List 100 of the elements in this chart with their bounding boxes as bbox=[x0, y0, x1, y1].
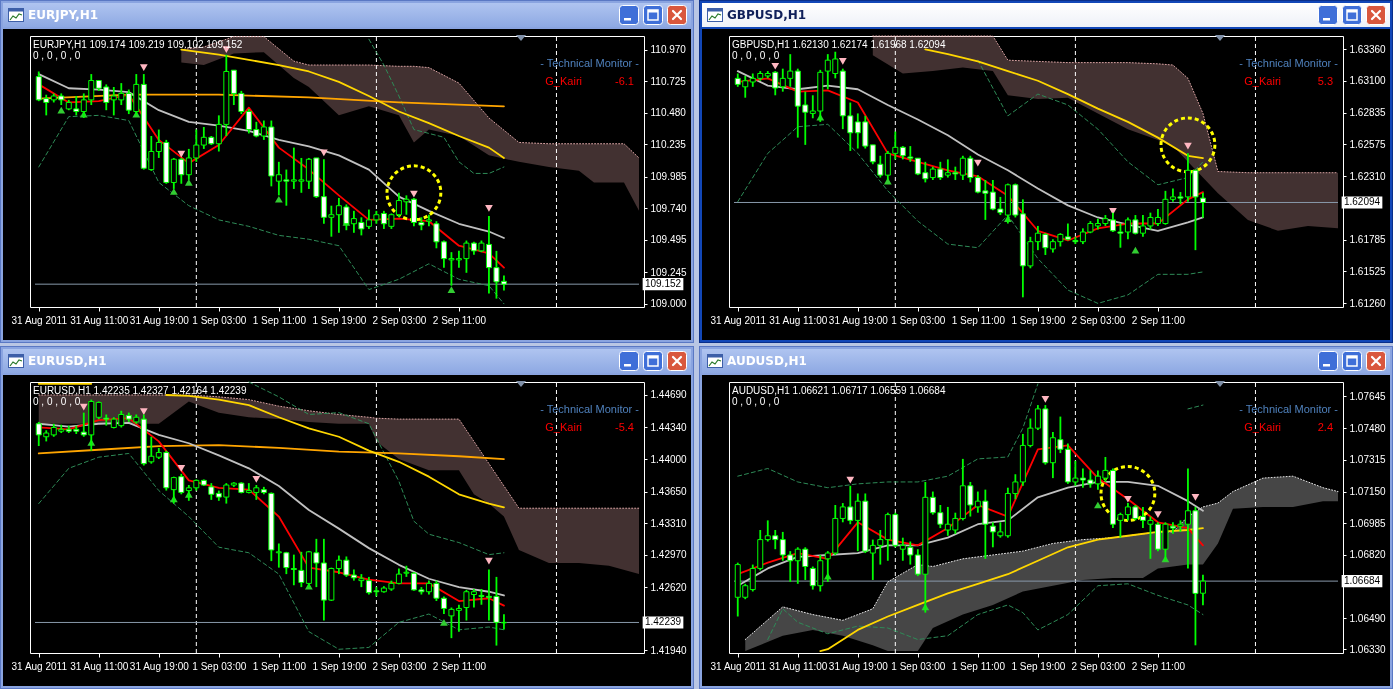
annotation: - Technical Monitor - bbox=[1239, 57, 1339, 69]
x-tick-label: 31 Aug 19:00 bbox=[129, 660, 190, 672]
point bbox=[846, 476, 855, 484]
x-tick-label: 31 Aug 19:00 bbox=[828, 314, 889, 326]
y-tick-label: 1.07645 bbox=[1349, 390, 1387, 402]
point bbox=[57, 106, 66, 114]
point bbox=[320, 149, 328, 157]
line-series bbox=[37, 73, 505, 239]
annotation: AUDUSD,H1 1.06621 1.06717 1.06559 1.06684 bbox=[732, 385, 946, 396]
x-tick-label: 1 Sep 03:00 bbox=[891, 314, 946, 326]
point bbox=[883, 177, 892, 185]
annotation: EURJPY,H1 109.174 109.219 109.102 109.152 bbox=[33, 39, 243, 50]
candlestick bbox=[290, 553, 297, 587]
y-tick-label: 1.07315 bbox=[1349, 454, 1387, 466]
x-tick-label: 1 Sep 11:00 bbox=[252, 314, 307, 326]
x-tick-label: 31 Aug 11:00 bbox=[70, 314, 129, 326]
point bbox=[79, 403, 88, 411]
y-tick-label: 1.42970 bbox=[650, 549, 688, 561]
y-tick-label: 109.985 bbox=[650, 171, 688, 183]
y-tick-label: 1.41940 bbox=[650, 644, 688, 656]
y-tick-label: 109.245 bbox=[650, 266, 688, 278]
y-tick-label: 1.06330 bbox=[1349, 643, 1387, 655]
annotation: EURUSD,H1 1.42235 1.42327 1.42164 1.42239 bbox=[33, 385, 247, 396]
y-tick-label: 110.480 bbox=[650, 107, 687, 119]
candlestick bbox=[869, 143, 876, 166]
candlestick bbox=[907, 145, 914, 163]
y-tick-label: 1.44000 bbox=[650, 453, 688, 465]
line-series bbox=[819, 527, 1204, 652]
y-tick-label: 1.07480 bbox=[1349, 422, 1387, 434]
x-tick-label: 31 Aug 2011 bbox=[710, 660, 767, 672]
x-tick-label: 1 Sep 11:00 bbox=[951, 660, 1006, 672]
x-tick-label: 2 Sep 03:00 bbox=[1071, 660, 1126, 672]
point bbox=[1041, 395, 1050, 403]
y-tick-label: 1.63100 bbox=[1349, 75, 1387, 87]
point bbox=[973, 159, 982, 167]
y-tick-label: 1.06490 bbox=[1349, 612, 1387, 624]
y-tick-label: 1.62835 bbox=[1349, 107, 1387, 119]
point bbox=[485, 204, 493, 212]
annotation: 0 , 0 , 0 , 0 bbox=[732, 50, 780, 61]
annotation: G_Kairi bbox=[1244, 421, 1281, 433]
point bbox=[440, 619, 448, 626]
ref-line-label: 109.152 bbox=[644, 278, 682, 290]
line-series bbox=[248, 381, 505, 556]
candlestick bbox=[103, 413, 110, 427]
y-tick-label: 109.000 bbox=[650, 298, 688, 310]
chart-title: GBPUSD,H1 bbox=[727, 8, 807, 22]
point bbox=[139, 64, 148, 71]
annotation: 2.4 bbox=[1317, 421, 1333, 433]
x-tick-label: 2 Sep 11:00 bbox=[1131, 314, 1186, 326]
ref-line-label: 1.62094 bbox=[1343, 196, 1381, 208]
y-tick-label: 1.44690 bbox=[650, 389, 688, 401]
annotation: 0 , 0 , 0 , 0 bbox=[33, 396, 81, 407]
line-series bbox=[737, 123, 1204, 304]
x-tick-label: 31 Aug 19:00 bbox=[129, 314, 190, 326]
x-tick-label: 31 Aug 2011 bbox=[11, 314, 68, 326]
y-tick-label: 1.43310 bbox=[650, 517, 688, 529]
point bbox=[1109, 208, 1117, 215]
point bbox=[385, 164, 443, 222]
x-tick-label: 2 Sep 11:00 bbox=[432, 660, 487, 672]
point bbox=[1099, 465, 1157, 522]
x-tick-label: 1 Sep 11:00 bbox=[951, 314, 1006, 326]
x-tick-label: 31 Aug 2011 bbox=[11, 660, 68, 672]
x-tick-label: 1 Sep 19:00 bbox=[1011, 660, 1066, 672]
annotation: 0 , 0 , 0 , 0 bbox=[732, 396, 780, 407]
line-series bbox=[38, 452, 505, 650]
point bbox=[177, 464, 186, 472]
annotation: G_Kairi bbox=[1244, 75, 1281, 87]
chart-title: EURUSD,H1 bbox=[28, 354, 107, 368]
x-tick-label: 31 Aug 11:00 bbox=[769, 660, 828, 672]
y-tick-label: 1.43650 bbox=[650, 486, 688, 498]
point bbox=[184, 179, 193, 186]
point bbox=[447, 286, 456, 293]
point bbox=[177, 150, 186, 158]
point bbox=[169, 188, 178, 195]
x-tick-label: 1 Sep 11:00 bbox=[252, 660, 307, 672]
x-tick-label: 2 Sep 03:00 bbox=[372, 314, 427, 326]
y-tick-label: 110.970 bbox=[650, 44, 687, 56]
line-series bbox=[767, 583, 1204, 641]
chart-title: EURJPY,H1 bbox=[28, 8, 99, 22]
point bbox=[410, 190, 418, 198]
y-tick-label: 109.495 bbox=[650, 234, 688, 246]
annotation: 5.3 bbox=[1317, 75, 1333, 87]
point bbox=[838, 58, 847, 65]
annotation: GBPUSD,H1 1.62130 1.62174 1.61968 1.62094 bbox=[732, 39, 946, 50]
x-tick-label: 1 Sep 19:00 bbox=[1011, 314, 1066, 326]
point bbox=[1191, 493, 1200, 501]
annotation: - Technical Monitor - bbox=[540, 403, 640, 415]
annotation: G_Kairi bbox=[545, 421, 582, 433]
x-tick-label: 1 Sep 19:00 bbox=[312, 660, 367, 672]
point bbox=[139, 408, 148, 416]
ref-line-label: 1.42239 bbox=[644, 616, 682, 628]
y-tick-label: 110.235 bbox=[650, 138, 687, 150]
point bbox=[274, 195, 283, 203]
x-tick-label: 1 Sep 03:00 bbox=[891, 660, 946, 672]
y-tick-label: 109.740 bbox=[650, 202, 688, 214]
y-tick-label: 1.07150 bbox=[1349, 486, 1387, 498]
x-tick-label: 31 Aug 11:00 bbox=[769, 314, 828, 326]
chart-title: AUDUSD,H1 bbox=[727, 354, 807, 368]
line-series bbox=[37, 444, 505, 460]
y-tick-label: 1.06820 bbox=[1349, 549, 1387, 561]
